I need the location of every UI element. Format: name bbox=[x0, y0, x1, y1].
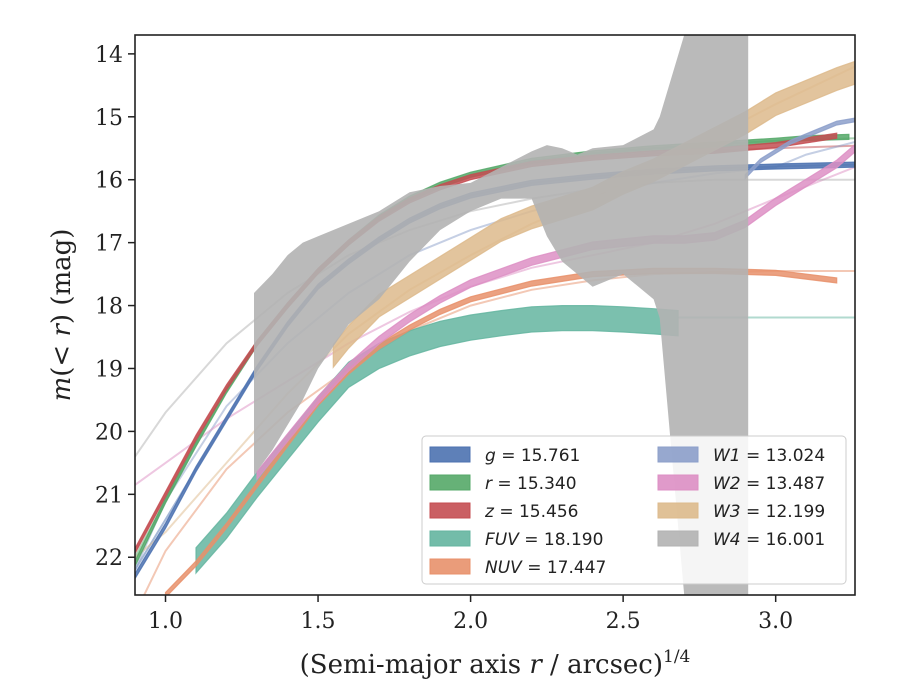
legend-swatch-fuv bbox=[429, 530, 471, 547]
y-tick-label: 16 bbox=[95, 169, 123, 194]
legend-swatch-w2 bbox=[657, 474, 699, 491]
x-axis-label: (Semi-major axis r / arcsec)1/4 bbox=[300, 647, 691, 680]
ticks-layer: 1.0 1.5 2.0 2.5 3.0 14 15 16 17 18 19 20 21 22 bbox=[95, 43, 793, 634]
y-axis-label: m(< r) (mag) bbox=[47, 229, 77, 402]
x-tick-label: 2.5 bbox=[606, 609, 641, 634]
legend-swatch-g bbox=[429, 446, 471, 463]
x-tick-label: 1.0 bbox=[148, 609, 183, 634]
y-tick-label: 18 bbox=[95, 295, 123, 320]
legend-swatch-z bbox=[429, 502, 471, 519]
legend-label-nuv: NUV = 17.447 bbox=[485, 558, 606, 578]
plot-frame bbox=[134, 34, 856, 596]
x-tick-label: 3.0 bbox=[758, 609, 793, 634]
legend-box bbox=[421, 435, 847, 585]
x-tick-label: 2.0 bbox=[453, 609, 488, 634]
legend-label-w2: W2 = 13.487 bbox=[713, 474, 825, 494]
y-tick-label: 15 bbox=[95, 106, 123, 131]
legend-swatch-w1 bbox=[657, 446, 699, 463]
y-tick-label: 22 bbox=[95, 546, 123, 571]
legend-label-w1: W1 = 13.024 bbox=[713, 446, 825, 466]
legend-label-z: z = 15.456 bbox=[484, 502, 578, 522]
legend-label-w4: W4 = 16.001 bbox=[713, 530, 825, 550]
legend-swatch-w3 bbox=[657, 502, 699, 519]
y-tick-label: 19 bbox=[95, 357, 123, 382]
legend-label-g: g = 15.761 bbox=[485, 446, 580, 466]
legend-swatch-r bbox=[429, 474, 471, 491]
legend-swatch-w4 bbox=[657, 530, 699, 547]
x-tick-label: 1.5 bbox=[301, 609, 336, 634]
y-tick-label: 20 bbox=[95, 420, 123, 445]
series-w4-band bbox=[254, 35, 749, 595]
y-tick-label: 14 bbox=[95, 43, 123, 68]
y-tick-label: 17 bbox=[95, 232, 123, 257]
legend-label-fuv: FUV = 18.190 bbox=[485, 530, 603, 550]
series-w2-band bbox=[256, 143, 855, 481]
data-layer bbox=[135, 35, 855, 595]
legend-swatch-nuv bbox=[429, 558, 471, 575]
legend-label-w3: W3 = 12.199 bbox=[713, 502, 825, 522]
y-tick-label: 21 bbox=[95, 483, 123, 508]
series-w1-band bbox=[744, 117, 855, 180]
legend: g = 15.761 r = 15.340 z = 15.456 FUV = 18.1… bbox=[421, 435, 847, 585]
legend-label-r: r = 15.340 bbox=[485, 474, 577, 494]
